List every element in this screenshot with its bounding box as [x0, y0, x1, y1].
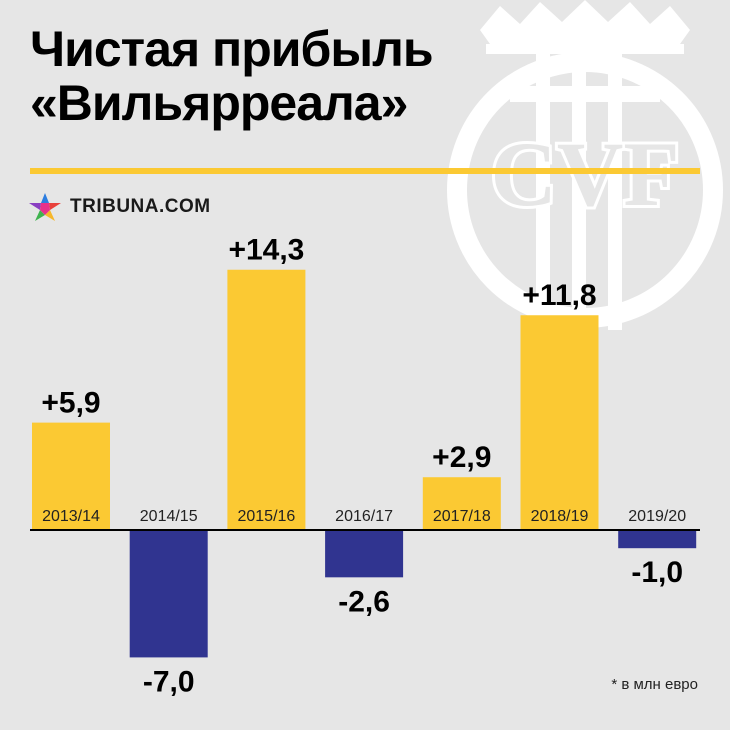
- category-label: 2019/20: [628, 508, 686, 525]
- bar-2017-18: [422, 477, 501, 530]
- bar-2019-20: [618, 530, 697, 549]
- category-label: 2018/19: [531, 508, 589, 525]
- bar-2014-15: [129, 530, 208, 658]
- value-label: -7,0: [143, 665, 195, 698]
- value-label: +2,9: [432, 441, 491, 474]
- category-label: 2014/15: [140, 508, 198, 525]
- category-label: 2016/17: [335, 508, 393, 525]
- brand-logo: TRIBUNA.COM: [28, 192, 211, 222]
- value-label: +5,9: [41, 387, 100, 420]
- title-divider: [30, 168, 700, 174]
- bar-2015-16: [227, 269, 306, 530]
- page-title: Чистая прибыль «Вильярреала»: [30, 21, 434, 131]
- crest-letters: CVF: [490, 123, 679, 225]
- title-line-1: Чистая прибыль: [30, 21, 434, 77]
- category-label: 2015/16: [237, 508, 295, 525]
- value-label: -1,0: [631, 556, 683, 589]
- villarreal-crest-icon: CVF: [447, 0, 723, 330]
- bar-2013-14: [32, 422, 110, 530]
- bar-2018-19: [520, 315, 599, 530]
- category-label: 2017/18: [433, 508, 491, 525]
- footnote: * в млн евро: [611, 676, 698, 693]
- title-line-2: «Вильярреала»: [30, 75, 408, 131]
- value-label: -2,6: [338, 585, 390, 618]
- brand-name: TRIBUNA.COM: [70, 196, 211, 217]
- bar-2016-17: [325, 530, 404, 578]
- value-label: +11,8: [522, 279, 596, 312]
- star-logo-icon: [29, 193, 61, 221]
- value-label: +14,3: [228, 234, 304, 267]
- category-label: 2013/14: [42, 508, 100, 525]
